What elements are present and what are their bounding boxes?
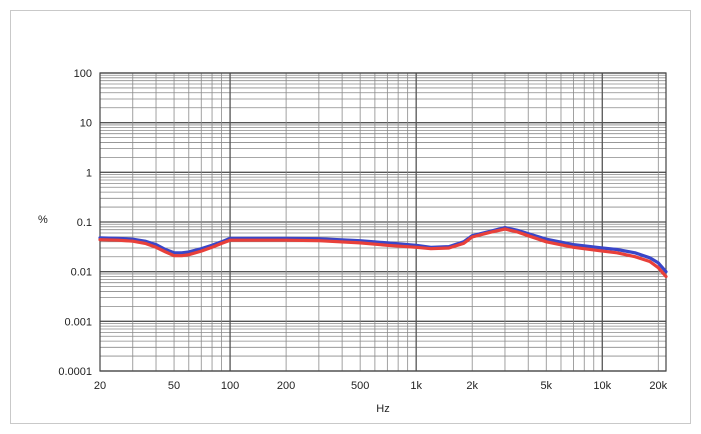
x-tick-label: 20k — [649, 380, 667, 392]
y-tick-label: 0.0001 — [58, 366, 92, 378]
x-axis-label: Hz — [376, 403, 389, 415]
x-tick-label: 200 — [277, 380, 295, 392]
y-tick-label: 1 — [86, 167, 92, 179]
y-tick-label: 0.1 — [77, 217, 92, 229]
x-tick-label: 100 — [221, 380, 239, 392]
x-tick-label: 1k — [410, 380, 422, 392]
y-tick-label: 10 — [80, 118, 92, 130]
y-tick-label: 100 — [74, 68, 92, 80]
y-tick-label: 0.01 — [71, 267, 92, 279]
x-tick-label: 10k — [593, 380, 611, 392]
x-tick-label: 20 — [94, 380, 106, 392]
x-tick-label: 50 — [168, 380, 180, 392]
series-line-1 — [98, 226, 668, 274]
plot-border — [99, 72, 667, 372]
x-tick-label: 5k — [540, 380, 552, 392]
y-tick-label: 0.001 — [64, 316, 92, 328]
series-line-2 — [98, 227, 668, 279]
x-tick-label: 2k — [466, 380, 478, 392]
y-axis-label: % — [38, 214, 48, 226]
x-tick-label: 500 — [351, 380, 369, 392]
